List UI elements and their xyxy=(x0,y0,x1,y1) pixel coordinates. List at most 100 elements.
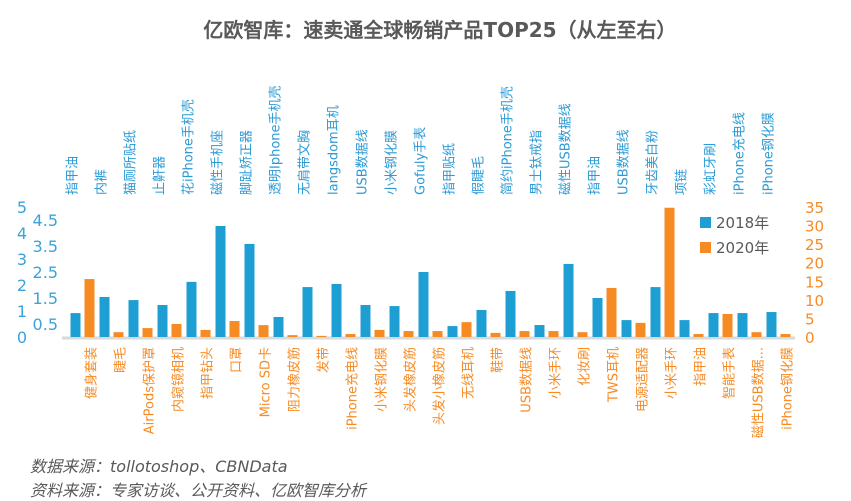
left-axis-tick: 0 xyxy=(17,328,27,347)
top-category-label: 磁性手机座 xyxy=(211,130,226,195)
bottom-category-label: iPhone钢化膜 xyxy=(781,347,796,430)
bar-2018 xyxy=(157,305,168,337)
bar-2020 xyxy=(490,332,501,337)
left-axis-tick: 4.5 xyxy=(33,211,58,230)
bar-2020 xyxy=(287,335,298,337)
bar-2020 xyxy=(635,322,646,337)
top-category-label: USB数据线 xyxy=(617,129,632,195)
bottom-category-label: AirPods保护罩 xyxy=(143,347,158,434)
bar-2018 xyxy=(766,312,777,337)
bottom-category-label: 磁性USB数据... xyxy=(752,347,767,438)
bar-2020 xyxy=(229,321,240,337)
bar-2018 xyxy=(331,283,342,337)
left-axis-tick: 5 xyxy=(17,198,27,217)
bar-2018 xyxy=(708,313,719,337)
right-axis-tick: 35 xyxy=(805,199,824,217)
bar-2018 xyxy=(476,309,487,337)
bar-2020 xyxy=(461,322,472,337)
bar-2018 xyxy=(70,313,81,337)
right-axis-tick: 15 xyxy=(805,273,824,291)
bar-2018 xyxy=(273,316,284,337)
material-source-note: 资料来源：专家访谈、公开资料、亿欧智库分析 xyxy=(30,481,367,500)
top-category-label: iPhone钢化膜 xyxy=(762,112,777,195)
bar-2020 xyxy=(403,331,414,337)
top-category-label: 彩虹牙刷 xyxy=(704,143,719,195)
bar-2018 xyxy=(563,263,574,337)
bottom-category-label: 小米钢化膜 xyxy=(375,347,390,412)
right-axis-tick: 10 xyxy=(805,292,824,310)
bottom-category-label: USB数据线 xyxy=(520,347,535,413)
top-category-label: USB数据线 xyxy=(356,129,371,195)
legend-swatch-1 xyxy=(700,242,711,253)
right-axis-tick: 20 xyxy=(805,255,824,273)
bottom-category-label: 鞋带 xyxy=(490,347,506,373)
bar-2018 xyxy=(621,320,632,337)
top-category-label: 男士钛戒指 xyxy=(530,130,545,195)
top-category-label: iPhone充电线 xyxy=(732,112,748,195)
bar-2018 xyxy=(186,281,197,337)
bottom-category-label: 小米手环 xyxy=(665,347,680,399)
bottom-category-label: iPhone充电线 xyxy=(345,347,361,430)
left-axis-tick: 1.5 xyxy=(33,289,58,308)
top-category-label: 指甲贴纸 xyxy=(443,143,458,195)
bar-2020 xyxy=(432,331,443,337)
bottom-category-label: 指甲油 xyxy=(694,347,709,386)
right-axis-tick: 0 xyxy=(805,329,815,347)
bar-2020 xyxy=(84,279,95,337)
bar-2020 xyxy=(142,328,153,337)
bar-2018 xyxy=(592,298,603,337)
bottom-category-label: 小米手环 xyxy=(549,347,564,399)
top-category-label: 透明Iphone手机壳 xyxy=(269,85,284,195)
bar-2020 xyxy=(519,331,530,337)
bottom-category-label: 口罩 xyxy=(230,347,245,373)
bar-2018 xyxy=(505,290,516,337)
bar-2020 xyxy=(374,329,385,337)
bottom-category-label: 阻力橡皮筋 xyxy=(287,347,303,412)
bar-2020 xyxy=(171,324,182,337)
bottom-category-label: 睫毛 xyxy=(114,347,129,373)
bar-2020 xyxy=(606,287,617,337)
bar-2018 xyxy=(128,300,139,337)
bar-2018 xyxy=(302,287,313,337)
top-category-label: 指甲油 xyxy=(588,156,603,195)
right-axis-tick: 5 xyxy=(805,310,815,328)
bar-2018 xyxy=(418,272,429,337)
top-category-label: 脚趾矫正器 xyxy=(239,130,255,195)
top-category-label: 无肩带文胸 xyxy=(297,130,313,195)
bar-2018 xyxy=(447,326,458,337)
bar-2020 xyxy=(577,332,588,337)
bar-2020 xyxy=(113,332,124,337)
bottom-category-label: TWS耳机 xyxy=(607,347,622,403)
bar-2020 xyxy=(316,335,327,337)
top-category-label: 止鼾器 xyxy=(153,156,168,195)
left-axis-tick: 3.5 xyxy=(33,237,58,256)
right-axis-tick: 25 xyxy=(805,236,824,254)
bottom-category-label: 内窥镜相机 xyxy=(171,347,187,412)
bar-2020 xyxy=(345,334,356,337)
bottom-category-label: 头发小橡皮筋 xyxy=(432,347,448,425)
right-axis-tick: 30 xyxy=(805,218,824,236)
bottom-category-label: Micro SD卡 xyxy=(259,347,274,417)
left-axis-tick: 3 xyxy=(17,250,27,269)
top-category-label: 磁性USB数据线 xyxy=(559,103,574,195)
left-axis-tick: 0.5 xyxy=(33,315,58,334)
top-category-label: 假睫毛 xyxy=(472,156,487,195)
top-category-label: 花iPhone手机壳 xyxy=(181,99,197,195)
bar-2018 xyxy=(215,225,226,337)
bottom-category-label: 无线耳机 xyxy=(462,347,477,399)
bar-2018 xyxy=(737,313,748,337)
bar-2020 xyxy=(693,334,704,337)
legend-label: 2018年 xyxy=(716,214,769,232)
bar-2018 xyxy=(389,306,400,337)
bar-2018 xyxy=(244,243,255,337)
bar-2020 xyxy=(548,331,559,337)
bar-2020 xyxy=(722,313,733,337)
bottom-category-label: 电源适配器 xyxy=(636,347,651,412)
bottom-category-label: 健身套装 xyxy=(84,347,100,399)
left-axis-tick: 2 xyxy=(17,276,27,295)
top-category-label: 项链 xyxy=(675,169,690,195)
bottom-category-label: 头发橡皮筋 xyxy=(403,347,419,412)
bar-2018 xyxy=(99,296,110,337)
bar-2018 xyxy=(534,325,545,337)
top-category-label: 猫厕所贴纸 xyxy=(124,130,139,195)
